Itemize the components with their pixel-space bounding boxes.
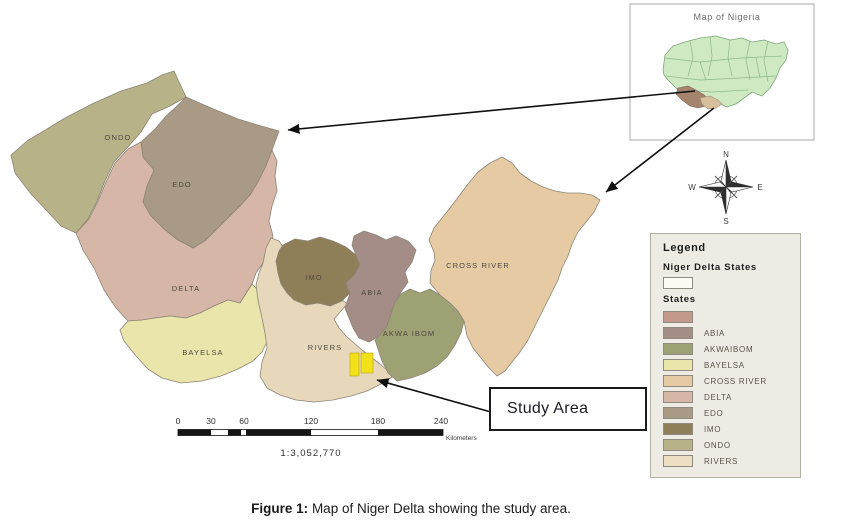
compass-label-east: E: [757, 183, 762, 192]
callout-arrows: [287, 90, 715, 413]
state-label-rivers: RIVERS: [308, 343, 343, 352]
state-label-abia: ABIA: [361, 288, 383, 297]
legend-swatch: [663, 327, 693, 339]
legend-item: ONDO: [663, 437, 794, 453]
study-area-marker: [349, 352, 374, 377]
scalebar-tick: 240: [434, 416, 448, 426]
state-label-cross-river: CROSS RIVER: [446, 261, 510, 270]
figure-caption-text: Map of Niger Delta showing the study are…: [308, 501, 571, 516]
scalebar-tick: 30: [206, 416, 216, 426]
legend-item-label: DELTA: [704, 392, 733, 402]
legend-swatch: [663, 343, 693, 355]
inset-map: Map of Nigeria: [629, 3, 815, 141]
legend-swatch: [663, 375, 693, 387]
legend-group-niger-delta-states: Niger Delta States: [663, 262, 757, 273]
state-polygons: [10, 70, 601, 403]
compass-label-west: W: [688, 183, 696, 192]
figure-caption: Figure 1: Map of Niger Delta showing the…: [0, 501, 822, 516]
legend-item: IMO: [663, 421, 794, 437]
state-label-ondo: ONDO: [105, 133, 132, 142]
legend-item: EDO: [663, 405, 794, 421]
state-label-imo: IMO: [305, 273, 322, 282]
compass-rose: N S E W: [688, 150, 762, 226]
legend: Legend Niger Delta States States ABIA AK…: [650, 233, 801, 478]
legend-swatch: [663, 359, 693, 371]
arrow-inset-to-cross-river: [605, 107, 715, 193]
legend-item-label: IMO: [704, 424, 722, 434]
legend-items: ABIA AKWAIBOM BAYELSA CROSS RIVER DELTA …: [663, 309, 794, 469]
scalebar-tick: 0: [176, 416, 181, 426]
legend-item-label: ABIA: [704, 328, 726, 338]
nigeria-state-lines: [664, 36, 783, 93]
legend-item: ABIA: [663, 325, 794, 341]
legend-item: DELTA: [663, 389, 794, 405]
legend-swatch: [663, 439, 693, 451]
legend-item-label: AKWAIBOM: [704, 344, 754, 354]
state-polygon-ondo: [10, 70, 187, 234]
arrow-box-to-study-area: [376, 378, 492, 413]
inset-title: Map of Nigeria: [694, 12, 761, 22]
legend-title: Legend: [663, 242, 706, 254]
legend-item-label: BAYELSA: [704, 360, 745, 370]
state-label-akwa-ibom: AKWA IBOM: [383, 329, 436, 338]
legend-group-states: States: [663, 294, 696, 305]
inset-delta-highlight-east: [699, 95, 723, 110]
compass-label-north: N: [723, 150, 729, 159]
arrow-inset-to-edo: [287, 90, 696, 134]
state-labels: ONDO EDO DELTA BAYELSA RIVERS IMO ABIA A…: [105, 133, 510, 357]
legend-item-label: RIVERS: [704, 456, 738, 466]
state-label-delta: DELTA: [172, 284, 201, 293]
legend-swatch: [663, 407, 693, 419]
study-area-label: Study Area: [507, 400, 589, 417]
compass-label-south: S: [723, 217, 728, 226]
legend-swatch: [663, 455, 693, 467]
state-label-bayelsa: BAYELSA: [182, 348, 223, 357]
state-polygon-imo: [275, 236, 361, 307]
legend-swatch: [663, 391, 693, 403]
legend-swatch: [663, 423, 693, 435]
legend-item: AKWAIBOM: [663, 341, 794, 357]
legend-item: [663, 309, 794, 325]
legend-item-label: EDO: [704, 408, 724, 418]
state-label-edo: EDO: [172, 180, 192, 189]
legend-item-label: CROSS RIVER: [704, 376, 767, 386]
scalebar-tick: 60: [239, 416, 249, 426]
legend-item: CROSS RIVER: [663, 373, 794, 389]
legend-swatch-niger-delta: [663, 277, 693, 289]
scalebar-ratio: 1:3,052,770: [280, 448, 341, 459]
state-polygon-cross-river: [428, 156, 601, 377]
scalebar-tick: 180: [371, 416, 385, 426]
figure-caption-label: Figure 1:: [251, 501, 309, 516]
scalebar-tick: 120: [304, 416, 318, 426]
legend-swatch: [663, 311, 693, 323]
state-polygon-akwa-ibom: [374, 288, 465, 382]
study-area-box: Study Area: [489, 387, 647, 431]
scalebar: 0 30 60 120 180 240 Kilometers 1:3,052,7…: [176, 416, 478, 459]
legend-item: RIVERS: [663, 453, 794, 469]
legend-item: BAYELSA: [663, 357, 794, 373]
scalebar-unit: Kilometers: [446, 435, 477, 442]
legend-item-label: ONDO: [704, 440, 731, 450]
